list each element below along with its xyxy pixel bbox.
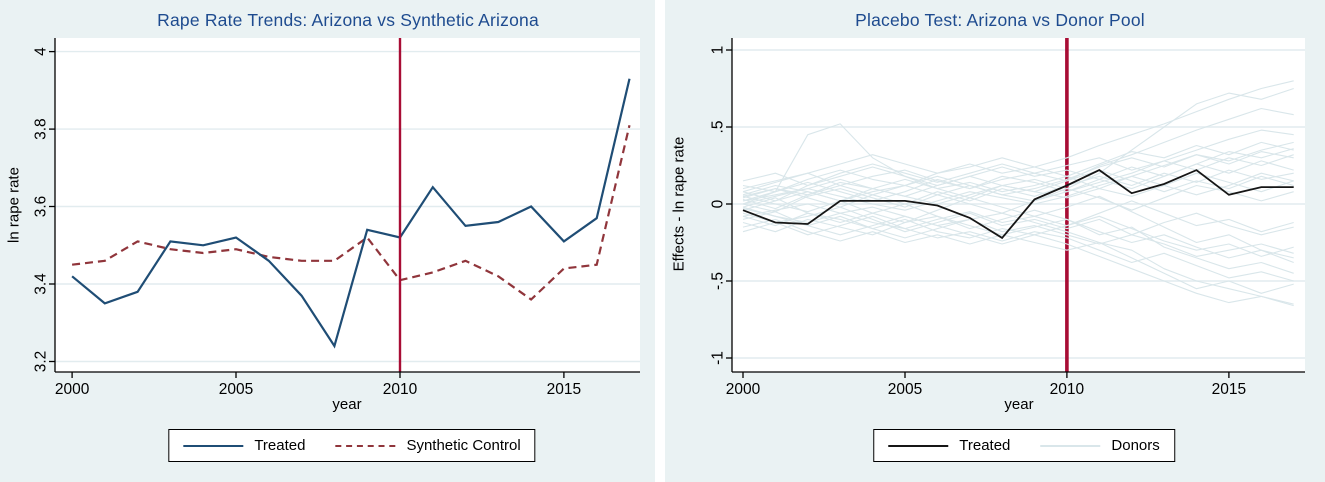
donor-line xyxy=(742,191,1294,233)
placebo-x-axis-title: year xyxy=(1004,396,1034,413)
donor-line xyxy=(742,87,1294,214)
treated-line xyxy=(71,78,631,349)
trend-x-axis-title: year xyxy=(332,396,362,413)
legend-item-synthetic-control: Synthetic Control xyxy=(335,437,521,454)
y-tick-label: 3.6 xyxy=(32,196,49,218)
legend-item-treated: Treated xyxy=(183,437,305,454)
placebo-chart-canvas: -1 -.5 0 .5 1 2000 2005 2010 2015 xyxy=(709,38,1305,398)
plot-area xyxy=(55,38,640,372)
y-tick-label: 3.4 xyxy=(32,273,49,295)
donor-line xyxy=(742,160,1294,190)
donor-line xyxy=(742,212,1294,257)
donor-line xyxy=(742,218,1294,294)
donor-line xyxy=(742,154,1294,202)
trend-chart-panel: Rape Rate Trends: Arizona vs Synthetic A… xyxy=(0,0,655,482)
y-tick-label: 3.2 xyxy=(32,351,49,373)
donors-line-sample xyxy=(1040,444,1101,447)
synthetic-control-line xyxy=(71,124,631,301)
donor-line xyxy=(742,80,1294,193)
donor-line xyxy=(742,107,1294,202)
treated-effect-line xyxy=(742,169,1294,240)
x-tick-label: 2015 xyxy=(547,381,581,398)
donor-line xyxy=(742,215,1294,282)
donor-line xyxy=(742,141,1294,193)
trend-chart-canvas: 3.2 3.4 3.6 3.8 4 2000 2005 2010 2015 xyxy=(32,38,640,398)
legend-item-treated: Treated xyxy=(888,437,1010,454)
legend-label-synthetic-control: Synthetic Control xyxy=(406,437,521,454)
y-tick-label: 4 xyxy=(32,47,49,56)
plot-area xyxy=(732,38,1305,372)
donor-line xyxy=(742,206,1294,236)
placebo-chart-panel: Placebo Test: Arizona vs Donor Pool -1 -.… xyxy=(665,0,1325,482)
donor-line xyxy=(742,169,1294,210)
placebo-chart-title: Placebo Test: Arizona vs Donor Pool xyxy=(855,10,1145,30)
synthetic-control-line-sample xyxy=(335,444,396,447)
legend-label-treated: Treated xyxy=(959,437,1011,454)
x-tick-label: 2005 xyxy=(888,381,922,398)
donor-line xyxy=(742,206,1294,307)
x-tick-label: 2010 xyxy=(383,381,418,398)
y-tick-label: 3.8 xyxy=(32,118,49,140)
y-tick-label: .5 xyxy=(709,121,726,134)
donor-line xyxy=(742,197,1294,274)
legend-label-donors: Donors xyxy=(1111,437,1160,454)
y-tick-label: 1 xyxy=(709,46,726,55)
x-tick-label: 2010 xyxy=(1050,381,1085,398)
x-tick-label: 2015 xyxy=(1212,381,1246,398)
y-tick-label: -1 xyxy=(709,351,726,365)
trend-chart-title: Rape Rate Trends: Arizona vs Synthetic A… xyxy=(157,10,539,30)
trend-y-axis-title: ln rape rate xyxy=(5,167,23,243)
legend-label-treated: Treated xyxy=(254,437,306,454)
donor-line xyxy=(742,172,1294,205)
donor-line xyxy=(742,129,1294,190)
y-tick-label: 0 xyxy=(709,199,726,208)
x-tick-label: 2005 xyxy=(219,381,253,398)
treated-line-sample xyxy=(888,444,949,447)
legend-item-donors: Donors xyxy=(1040,437,1160,454)
trend-chart-legend: Treated Synthetic Control xyxy=(168,429,536,462)
x-tick-label: 2000 xyxy=(55,381,90,398)
x-tick-label: 2000 xyxy=(726,381,761,398)
placebo-chart-legend: Treated Donors xyxy=(873,429,1175,462)
y-tick-label: -.5 xyxy=(709,272,726,290)
treated-line-sample xyxy=(183,444,244,447)
placebo-y-axis-title: Effects - ln rape rate xyxy=(670,136,688,272)
